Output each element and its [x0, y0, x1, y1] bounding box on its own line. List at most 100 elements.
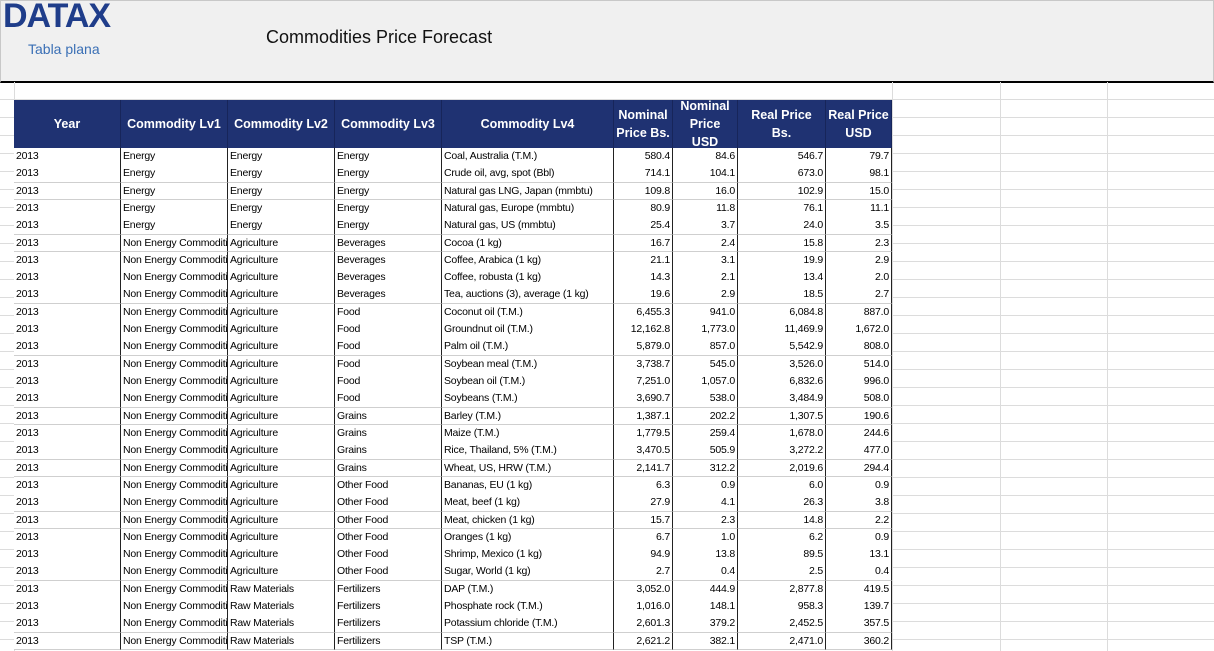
table-cell: 2,141.7 — [614, 459, 673, 478]
table-cell: Non Energy Commodities — [121, 494, 228, 512]
table-cell: Agriculture — [228, 459, 335, 478]
table-cell: Beverages — [335, 234, 442, 253]
table-cell: 13.1 — [826, 546, 892, 564]
table-cell: 5,879.0 — [614, 338, 673, 357]
table-cell: Agriculture — [228, 442, 335, 461]
table-cell: 6.7 — [614, 528, 673, 547]
table-cell: 11,469.9 — [738, 321, 826, 339]
table-cell: Energy — [228, 217, 335, 236]
table-cell: Non Energy Commodities — [121, 407, 228, 426]
table-cell: Oranges (1 kg) — [442, 528, 614, 547]
table-cell: 3,052.0 — [614, 580, 673, 599]
table-cell: 6,455.3 — [614, 303, 673, 322]
table-cell: Agriculture — [228, 407, 335, 426]
table-cell: TSP (T.M.) — [442, 632, 614, 651]
table-cell: 379.2 — [673, 615, 738, 634]
table-cell: Non Energy Commodities — [121, 632, 228, 651]
table-cell: Non Energy Commodities — [121, 251, 228, 270]
table-cell: Other Food — [335, 563, 442, 582]
table-cell: 109.8 — [614, 182, 673, 201]
table-cell: Agriculture — [228, 321, 335, 339]
table-cell: Non Energy Commodities — [121, 615, 228, 634]
table-cell: Cocoa (1 kg) — [442, 234, 614, 253]
table-cell: 294.4 — [826, 459, 892, 478]
table-cell: 360.2 — [826, 632, 892, 651]
table-cell: 2013 — [14, 390, 121, 409]
table-cell: Raw Materials — [228, 598, 335, 616]
table-cell: 0.9 — [826, 476, 892, 495]
table-cell: 13.4 — [738, 269, 826, 287]
table-cell: Non Energy Commodities — [121, 269, 228, 287]
table-cell: Energy — [335, 148, 442, 166]
table-cell: 2013 — [14, 251, 121, 270]
table-cell: 514.0 — [826, 355, 892, 374]
table-cell: 18.5 — [738, 286, 826, 305]
table-cell: 1,672.0 — [826, 321, 892, 339]
table-cell: Beverages — [335, 251, 442, 270]
table-cell: Non Energy Commodities — [121, 303, 228, 322]
column-header: Commodity Lv1 — [121, 100, 228, 148]
table-cell: Energy — [228, 199, 335, 218]
logo: DATAX — [3, 0, 111, 35]
table-cell: 139.7 — [826, 598, 892, 616]
table-cell: 996.0 — [826, 373, 892, 391]
table-cell: 2013 — [14, 269, 121, 287]
table-cell: Other Food — [335, 511, 442, 530]
table-cell: 11.1 — [826, 199, 892, 218]
table-cell: Agriculture — [228, 563, 335, 582]
table-cell: 357.5 — [826, 615, 892, 634]
table-cell: Sugar, World (1 kg) — [442, 563, 614, 582]
table-cell: Soybean meal (T.M.) — [442, 355, 614, 374]
table-cell: 382.1 — [673, 632, 738, 651]
table-cell: 94.9 — [614, 546, 673, 564]
table-cell: Agriculture — [228, 390, 335, 409]
table-cell: Potassium chloride (T.M.) — [442, 615, 614, 634]
column-header: Nominal Price USD — [673, 99, 738, 149]
table-cell: 2013 — [14, 615, 121, 634]
table-cell: 13.8 — [673, 546, 738, 564]
table-cell: Non Energy Commodities — [121, 598, 228, 616]
table-cell: 104.1 — [673, 165, 738, 184]
table-cell: 2013 — [14, 546, 121, 564]
table-cell: 312.2 — [673, 459, 738, 478]
table-cell: 3,690.7 — [614, 390, 673, 409]
table-cell: Food — [335, 390, 442, 409]
table-cell: 4.1 — [673, 494, 738, 512]
table-cell: Non Energy Commodities — [121, 580, 228, 599]
table-cell: 2.7 — [826, 286, 892, 305]
table-cell: 2013 — [14, 199, 121, 218]
table-cell: Food — [335, 338, 442, 357]
table-cell: 419.5 — [826, 580, 892, 599]
table-cell: 444.9 — [673, 580, 738, 599]
table-cell: Agriculture — [228, 476, 335, 495]
table-cell: 941.0 — [673, 303, 738, 322]
table-cell: Natural gas LNG, Japan (mmbtu) — [442, 182, 614, 201]
table-cell: 2.0 — [826, 269, 892, 287]
table-cell: Energy — [121, 148, 228, 166]
table-cell: Energy — [121, 199, 228, 218]
table-cell: 1.0 — [673, 528, 738, 547]
table-cell: 2013 — [14, 476, 121, 495]
table-cell: 2013 — [14, 528, 121, 547]
table-cell: Wheat, US, HRW (T.M.) — [442, 459, 614, 478]
table-cell: Energy — [121, 182, 228, 201]
table-cell: Natural gas, Europe (mmbtu) — [442, 199, 614, 218]
table-cell: 2.9 — [673, 286, 738, 305]
table-cell: 2013 — [14, 563, 121, 582]
table-cell: 546.7 — [738, 148, 826, 166]
table-cell: Agriculture — [228, 494, 335, 512]
table-cell: Non Energy Commodities — [121, 355, 228, 374]
table-cell: Grains — [335, 424, 442, 443]
table-cell: 1,678.0 — [738, 424, 826, 443]
table-cell: 98.1 — [826, 165, 892, 184]
table-cell: Coconut oil (T.M.) — [442, 303, 614, 322]
table-cell: 19.9 — [738, 251, 826, 270]
table-cell: Food — [335, 321, 442, 339]
table-cell: Non Energy Commodities — [121, 234, 228, 253]
table-cell: 3,470.5 — [614, 442, 673, 461]
table-cell: 958.3 — [738, 598, 826, 616]
table-cell: Food — [335, 303, 442, 322]
table-cell: 580.4 — [614, 148, 673, 166]
table-cell: 2013 — [14, 321, 121, 339]
table-cell: Energy — [335, 199, 442, 218]
